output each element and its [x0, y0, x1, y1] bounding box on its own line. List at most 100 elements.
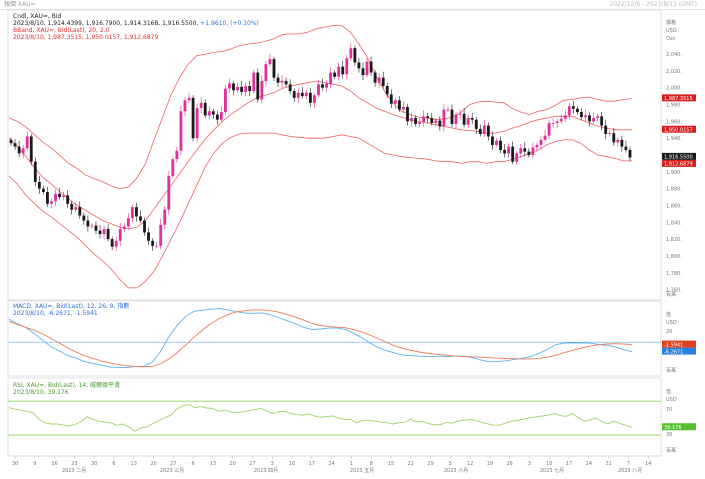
candle-body: [628, 149, 632, 158]
candle-body: [588, 115, 591, 122]
candle: [503, 144, 506, 158]
x-tick-label: 5: [449, 461, 452, 467]
candle-body: [248, 86, 252, 92]
price-tick-label: 1,880.: [666, 187, 682, 193]
candle: [54, 189, 57, 207]
candle-body: [426, 116, 430, 118]
candle-body: [280, 80, 284, 83]
x-tick-label: 3: [271, 461, 274, 467]
bband-upper-badge-bg: [662, 94, 696, 102]
candle-body: [284, 80, 288, 85]
price-legend-change: +1.9610, (+0.10%): [200, 20, 259, 27]
candle-body: [33, 161, 37, 182]
candle-body: [616, 139, 620, 143]
candle: [13, 139, 17, 150]
candle-body: [66, 195, 70, 204]
candle: [236, 82, 239, 93]
candle: [211, 108, 215, 119]
candle: [78, 201, 82, 219]
candle-body: [478, 128, 482, 134]
candle-body: [313, 95, 316, 103]
candle-body: [308, 92, 312, 103]
candle: [280, 75, 284, 88]
candle-body: [288, 84, 292, 92]
x-month-label: 2023 三月: [160, 468, 184, 474]
candle: [353, 45, 357, 66]
candle-body: [321, 84, 324, 88]
price-legend-series: Cndl, XAU=, Bid: [13, 13, 62, 20]
candle-body: [620, 139, 624, 147]
candle-body: [256, 72, 260, 100]
candle-body: [191, 97, 195, 139]
macd-panel-frame: [7, 300, 662, 377]
candle: [365, 58, 369, 78]
candle: [74, 202, 78, 213]
candle-body: [563, 115, 567, 119]
candle: [592, 112, 595, 124]
x-tick-label: 29: [427, 461, 433, 467]
candle-body: [535, 144, 539, 148]
candle-body: [167, 176, 171, 210]
candle-body: [183, 100, 187, 112]
candle-body: [393, 100, 397, 104]
candle-body: [90, 225, 94, 227]
candle: [547, 119, 551, 140]
candle-body: [29, 136, 33, 162]
candle-body: [361, 68, 365, 76]
candle: [321, 78, 324, 92]
x-tick-label: 16: [51, 461, 57, 467]
candle: [139, 210, 142, 224]
candle-body: [422, 116, 426, 123]
candle: [215, 110, 219, 125]
candle-body: [373, 72, 377, 83]
candle-body: [329, 72, 333, 84]
candle: [256, 68, 260, 103]
candle: [179, 105, 183, 155]
x-tick-label: 27: [170, 461, 176, 467]
candle: [369, 56, 373, 76]
candle-body: [389, 94, 393, 104]
candle: [118, 223, 122, 246]
candle: [333, 70, 337, 80]
candle-body: [292, 91, 296, 98]
candle: [106, 223, 110, 242]
candle: [402, 101, 405, 113]
candle-body: [337, 66, 341, 77]
candle-body: [260, 80, 264, 100]
bband-mid-badge-bg: [662, 125, 696, 133]
candle-body: [580, 112, 583, 118]
candle-body: [559, 118, 563, 122]
x-month-label: 2023 二月: [62, 468, 86, 474]
candle-body: [54, 193, 57, 202]
candle: [519, 144, 523, 158]
bband-upper-badge: 1,987.3515: [664, 96, 693, 102]
candle-body: [612, 133, 616, 143]
candle: [608, 129, 612, 137]
x-tick-label: 8: [370, 461, 373, 467]
candle: [304, 89, 308, 100]
x-tick-label: 24: [586, 461, 592, 467]
candle: [575, 106, 579, 115]
candle: [66, 190, 70, 208]
candle-body: [228, 83, 231, 89]
candle-body: [126, 218, 130, 227]
macd-axis-label: 值: [666, 311, 671, 318]
candle: [486, 122, 490, 141]
candle-body: [240, 86, 244, 92]
candle: [114, 236, 118, 251]
x-tick-label: 7: [627, 461, 630, 467]
candle-body: [571, 106, 575, 109]
candle-body: [207, 111, 211, 116]
candle: [612, 128, 616, 146]
candle-body: [211, 111, 215, 115]
candle-body: [341, 66, 345, 75]
candle-body: [252, 72, 256, 92]
candle: [240, 80, 244, 96]
x-month-label: 2023 八月: [618, 468, 642, 474]
candle-body: [37, 181, 41, 189]
candle: [29, 133, 33, 166]
window-title: 報價 XAU=: [4, 1, 36, 8]
candle: [252, 70, 256, 94]
macd-value-badge: -6.2671: [664, 349, 683, 355]
